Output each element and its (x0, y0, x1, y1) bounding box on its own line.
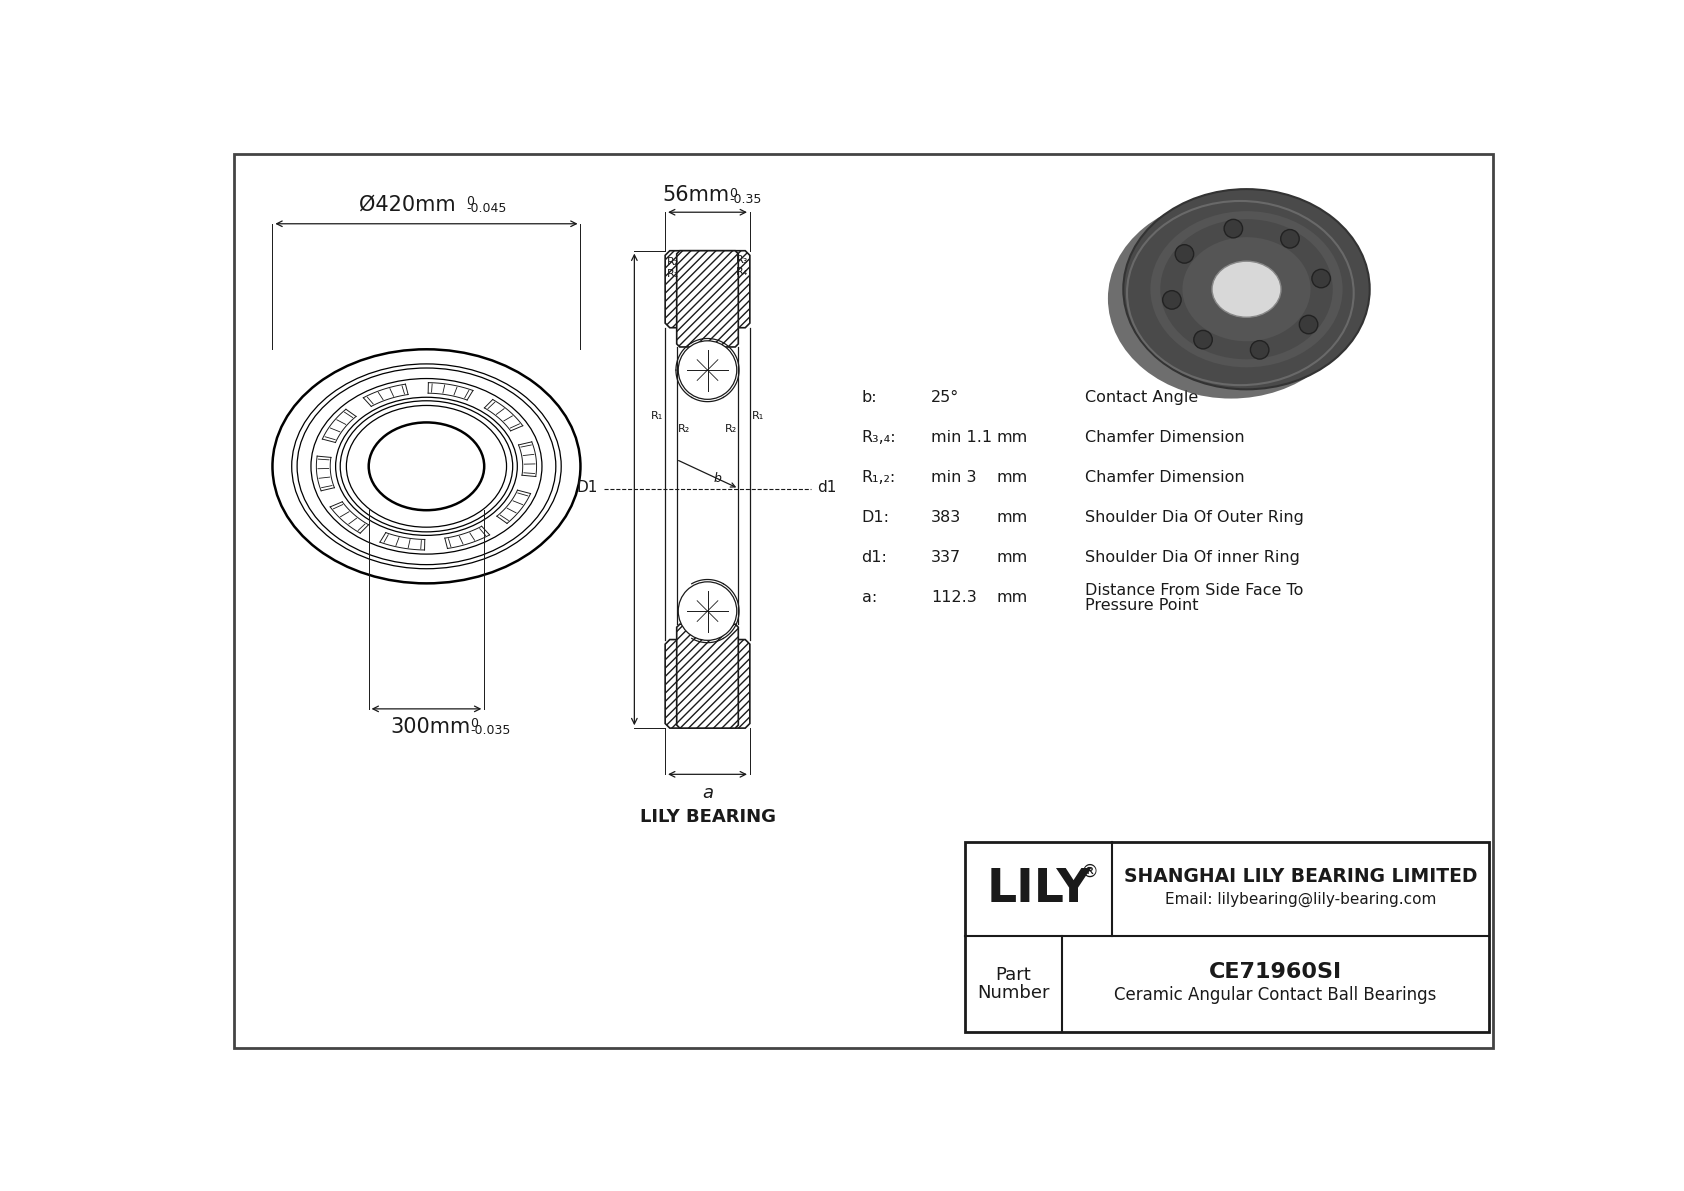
Text: R₂: R₂ (667, 257, 679, 267)
Circle shape (1162, 291, 1180, 310)
Text: 300mm: 300mm (391, 717, 470, 736)
Text: d1:: d1: (862, 550, 887, 565)
Polygon shape (677, 624, 738, 728)
Circle shape (679, 582, 738, 641)
Text: SHANGHAI LILY BEARING LIMITED: SHANGHAI LILY BEARING LIMITED (1123, 867, 1477, 886)
Text: Distance From Side Face To: Distance From Side Face To (1084, 582, 1303, 598)
Text: R₃: R₃ (736, 255, 748, 264)
Text: mm: mm (997, 550, 1027, 565)
Text: R₂: R₂ (726, 424, 738, 435)
Ellipse shape (1160, 219, 1332, 360)
Text: mm: mm (997, 510, 1027, 525)
Text: mm: mm (997, 590, 1027, 605)
Text: Email: lilybearing@lily-bearing.com: Email: lilybearing@lily-bearing.com (1165, 892, 1436, 908)
Ellipse shape (1212, 261, 1282, 317)
Text: ®: ® (1081, 863, 1100, 881)
Text: min 3: min 3 (931, 469, 977, 485)
Circle shape (1312, 269, 1330, 288)
Text: Ø420mm: Ø420mm (359, 194, 456, 214)
Text: Chamfer Dimension: Chamfer Dimension (1084, 430, 1244, 444)
Text: R₂: R₂ (677, 424, 690, 435)
Text: LILY BEARING: LILY BEARING (640, 807, 776, 825)
Text: R₁: R₁ (751, 411, 763, 422)
Text: 56mm: 56mm (662, 185, 729, 205)
Text: min 1.1: min 1.1 (931, 430, 992, 444)
Text: 0: 0 (729, 187, 738, 200)
Text: D1: D1 (576, 480, 598, 495)
Circle shape (1175, 244, 1194, 263)
Text: -0.035: -0.035 (470, 724, 510, 737)
Ellipse shape (1123, 189, 1369, 389)
Text: d1: d1 (818, 480, 837, 495)
Text: Pressure Point: Pressure Point (1084, 598, 1199, 613)
Circle shape (1300, 316, 1319, 333)
Text: R₁: R₁ (667, 269, 679, 279)
Text: Shoulder Dia Of Outer Ring: Shoulder Dia Of Outer Ring (1084, 510, 1303, 525)
Circle shape (1194, 330, 1212, 349)
Circle shape (1251, 341, 1270, 358)
Circle shape (679, 341, 738, 399)
Text: R₁: R₁ (652, 411, 663, 422)
Text: Chamfer Dimension: Chamfer Dimension (1084, 469, 1244, 485)
Text: -0.35: -0.35 (729, 193, 761, 206)
Text: -0.045: -0.045 (466, 201, 507, 214)
Text: mm: mm (997, 469, 1027, 485)
Text: Number: Number (977, 985, 1049, 1003)
Text: a: a (702, 784, 712, 802)
Text: LILY: LILY (987, 867, 1091, 911)
Text: b: b (714, 472, 721, 485)
Text: CE71960SI: CE71960SI (1209, 962, 1342, 981)
Text: 337: 337 (931, 550, 962, 565)
Text: 25°: 25° (931, 389, 960, 405)
Text: Part: Part (995, 966, 1032, 984)
Text: b:: b: (862, 389, 877, 405)
Text: D1:: D1: (862, 510, 889, 525)
Text: a:: a: (862, 590, 877, 605)
Text: R₃,₄:: R₃,₄: (862, 430, 896, 444)
Text: Ceramic Angular Contact Ball Bearings: Ceramic Angular Contact Ball Bearings (1115, 986, 1436, 1004)
Polygon shape (665, 251, 749, 328)
Circle shape (1282, 230, 1300, 248)
Text: 383: 383 (931, 510, 962, 525)
Ellipse shape (1150, 211, 1342, 367)
Ellipse shape (1182, 237, 1310, 342)
Text: 0: 0 (466, 195, 475, 208)
Polygon shape (677, 251, 738, 347)
Text: mm: mm (997, 430, 1027, 444)
Text: R₄: R₄ (736, 267, 748, 276)
Circle shape (1224, 219, 1243, 238)
Text: R₁,₂:: R₁,₂: (862, 469, 896, 485)
Text: 112.3: 112.3 (931, 590, 977, 605)
Text: 0: 0 (470, 717, 478, 730)
Text: Shoulder Dia Of inner Ring: Shoulder Dia Of inner Ring (1084, 550, 1300, 565)
Ellipse shape (1108, 199, 1354, 399)
Polygon shape (665, 640, 749, 728)
Text: Contact Angle: Contact Angle (1084, 389, 1197, 405)
